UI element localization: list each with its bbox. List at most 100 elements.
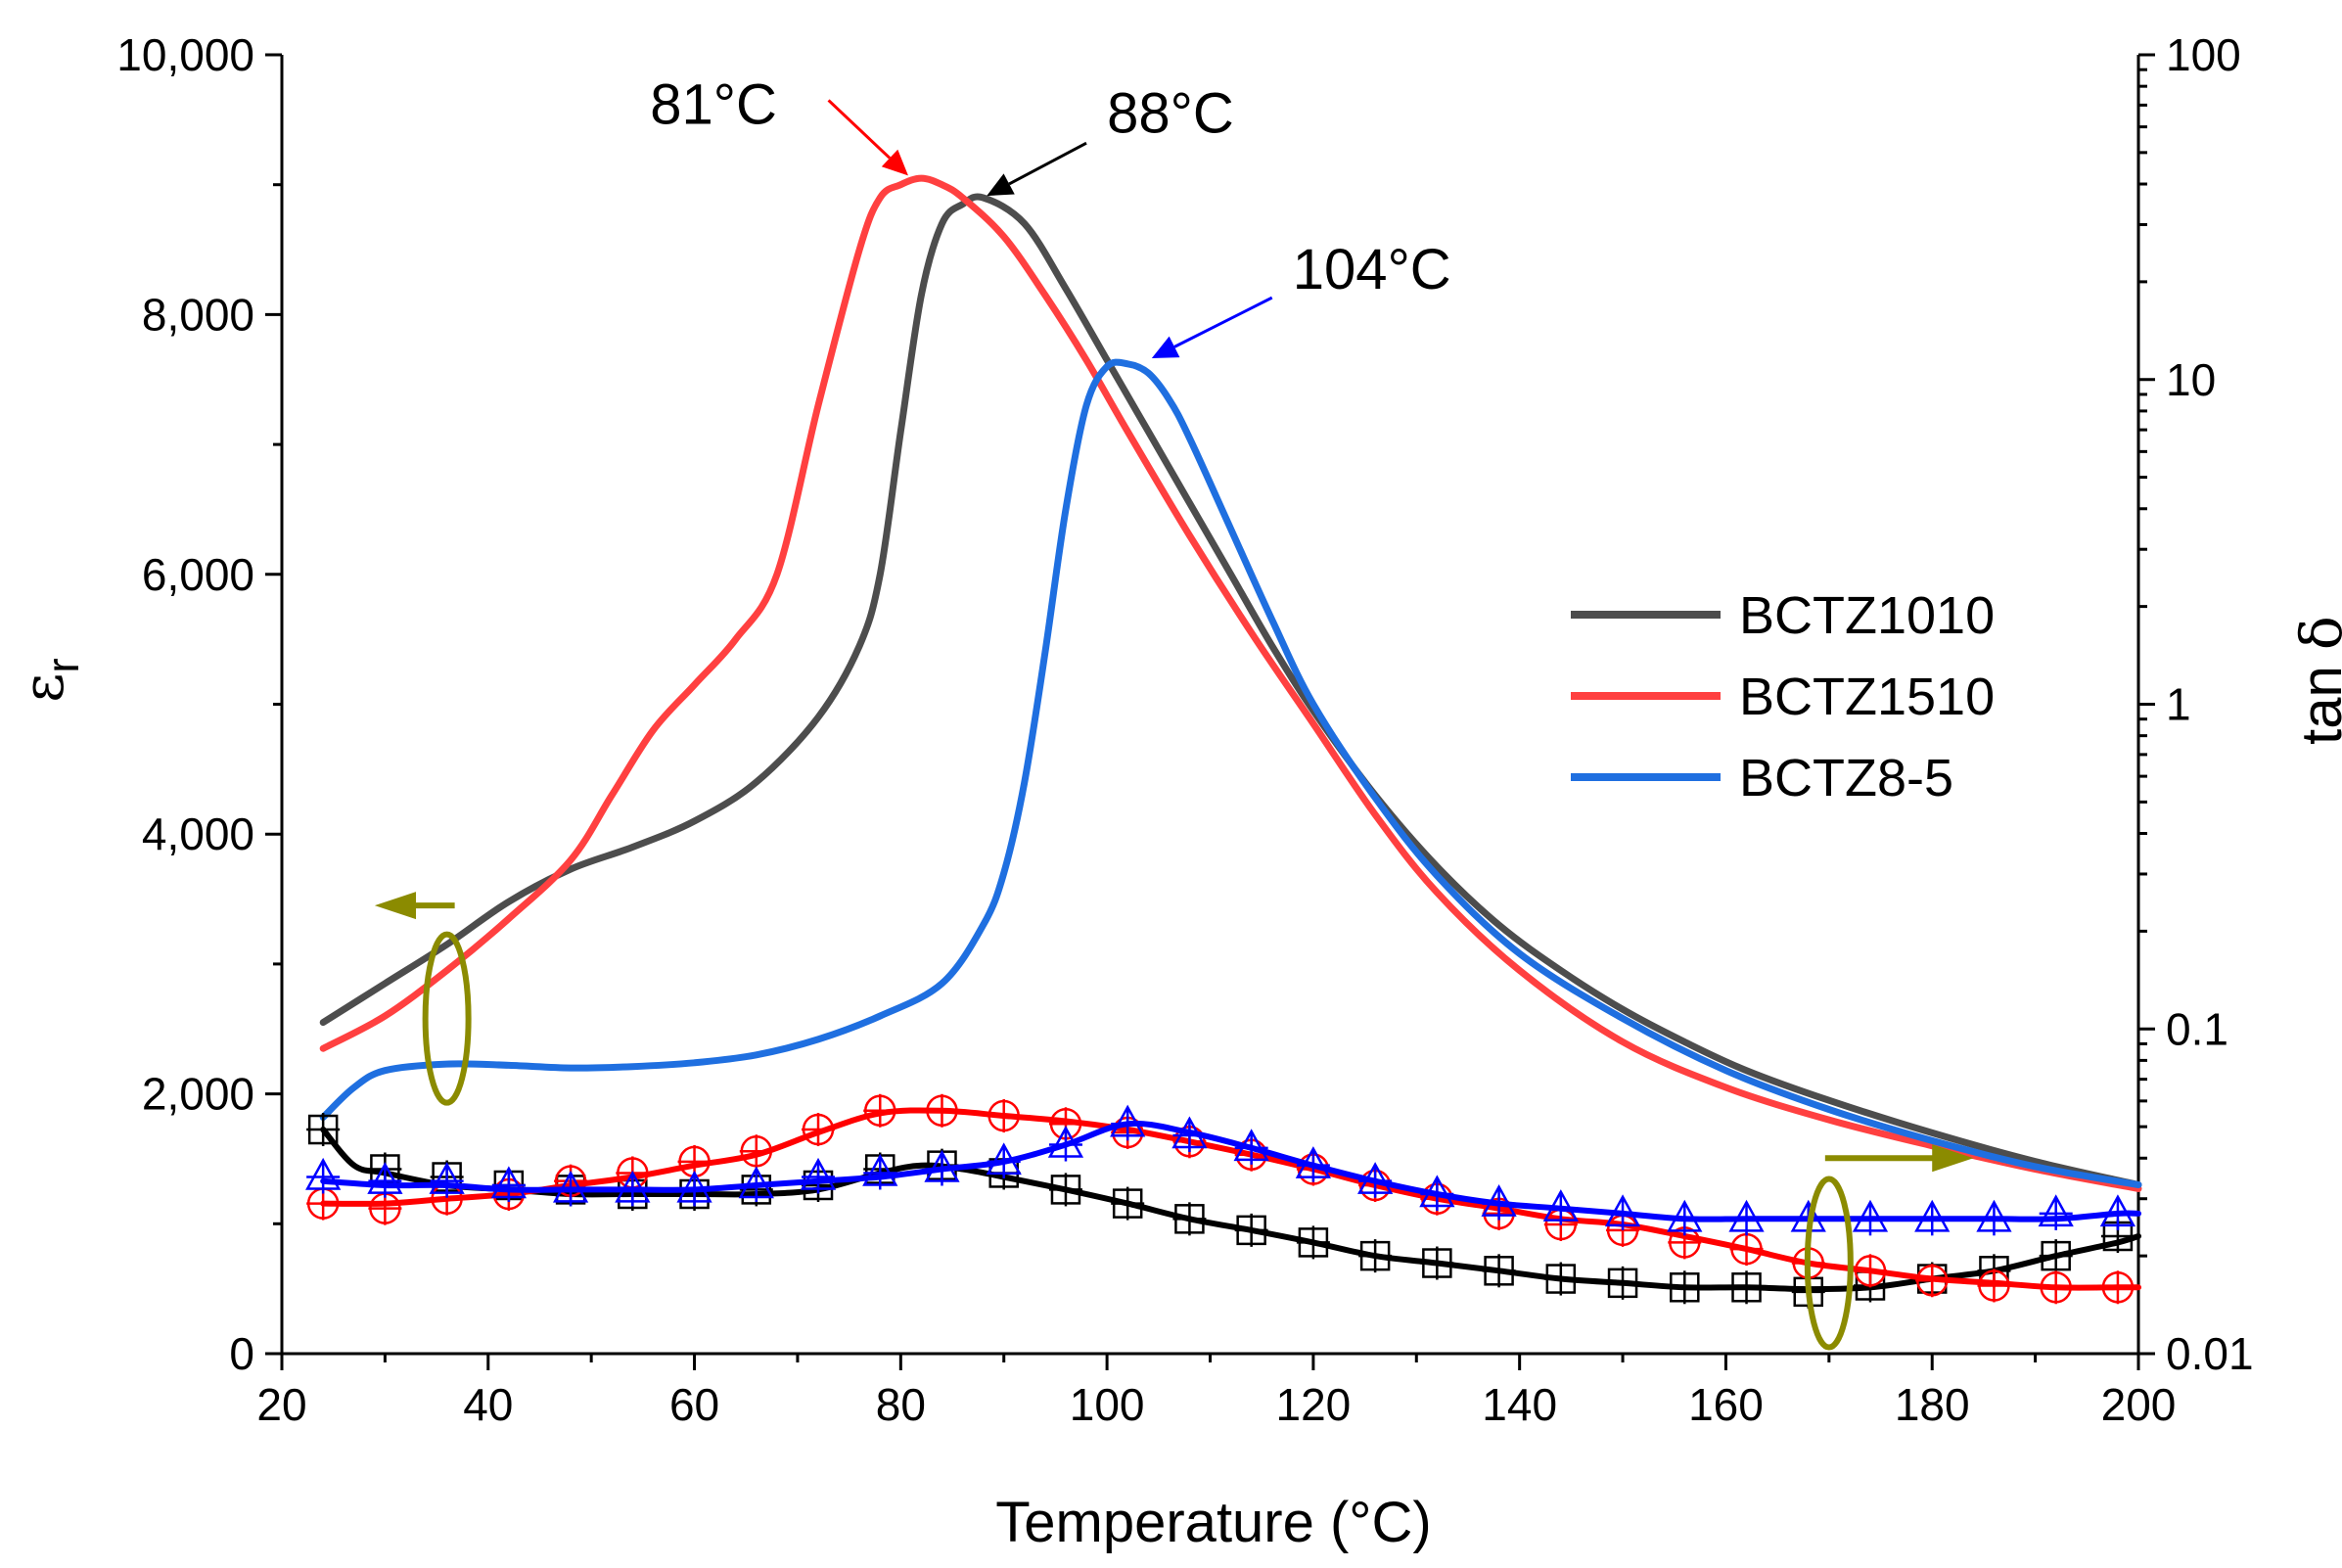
tan-delta-marker: [552, 1170, 589, 1207]
x-tick-label: 20: [256, 1379, 306, 1430]
permittivity-line-BCTZ1010: [319, 193, 2142, 1188]
x-tick-label: 200: [2101, 1379, 2177, 1430]
y-left-title-subscript: r: [37, 658, 88, 672]
tan-delta-marker: [802, 1113, 836, 1147]
legend: BCTZ1010 BCTZ1510 BCTZ8-5: [1571, 586, 1995, 807]
y-left-tick-label: 10,000: [116, 29, 254, 80]
legend-label: BCTZ1510: [1739, 668, 1995, 726]
right-axis-ellipse: [1804, 1176, 1854, 1351]
tan-delta-marker: [1171, 1116, 1208, 1153]
peak-arrow-head: [987, 173, 1015, 197]
tan-delta-marker: [1481, 1184, 1517, 1221]
tan-delta-marker: [1048, 1173, 1082, 1207]
tan-delta-marker: [1604, 1194, 1641, 1230]
axis-titles: Temperature (°C) εr tan δ: [10, 616, 2342, 1554]
y-right-tick-label: 0.1: [2166, 1003, 2228, 1054]
tan-delta-marker: [1234, 1213, 1268, 1247]
tan-delta-marker: [306, 1113, 341, 1147]
x-tick-label: 40: [463, 1379, 513, 1430]
tan-delta-marker: [367, 1162, 403, 1198]
tan-delta-marker: [1977, 1268, 2011, 1303]
tan-delta-marker: [2039, 1270, 2073, 1305]
tan-delta-marker: [862, 1153, 898, 1190]
right-axis-arrow-head: [1932, 1144, 1974, 1173]
y-left-tick-label: 8,000: [142, 289, 254, 340]
left-axis-ellipse: [422, 931, 472, 1106]
x-tick-label: 180: [1895, 1379, 1970, 1430]
tan-delta-marker: [2100, 1270, 2135, 1305]
tan-delta-marker: [1853, 1254, 1887, 1288]
y-left-tick-label: 6,000: [142, 549, 254, 600]
x-tick-label: 120: [1276, 1379, 1352, 1430]
tan-delta-marker: [2038, 1194, 2074, 1230]
axis-indicators: [374, 892, 1974, 1351]
tan-delta-marker: [305, 1157, 342, 1194]
tan-delta-marker: [1729, 1232, 1764, 1267]
x-axis-title: Temperature (°C): [995, 1491, 1431, 1554]
y-right-tick-label: 10: [2166, 354, 2216, 405]
tan-delta-marker: [1914, 1199, 1951, 1236]
tan-delta-marker: [1668, 1270, 1702, 1305]
tan-delta-marker: [1233, 1129, 1269, 1165]
y-left-axis-title: εr: [10, 658, 88, 702]
peak-arrow-line: [1173, 296, 1273, 348]
tan-delta-marker: [615, 1170, 651, 1207]
tan-delta-marker: [1296, 1225, 1330, 1260]
y-left-tick-label: 0: [229, 1328, 254, 1379]
tan-delta-marker: [1852, 1199, 1889, 1236]
tan-delta-marker: [987, 1099, 1021, 1133]
permittivity-line-BCTZ1510: [319, 174, 2142, 1192]
permittivity-line-BCTZ8-5: [319, 358, 2142, 1188]
y-right-tick-label: 100: [2166, 29, 2241, 80]
tan-delta-marker: [1482, 1254, 1516, 1288]
peak-arrow-line: [827, 99, 892, 160]
y-right-title-symbol: δ: [2288, 616, 2342, 650]
tan-delta-marker: [1728, 1199, 1765, 1236]
tan-delta-marker: [863, 1093, 897, 1128]
tan-delta-marker: [1419, 1175, 1455, 1211]
x-tick-label: 60: [669, 1379, 719, 1430]
peak-arrow-head: [881, 149, 908, 176]
y-right-tick-label: 1: [2166, 679, 2191, 730]
x-tick-label: 80: [876, 1379, 926, 1430]
tan-delta-marker: [1976, 1199, 2012, 1236]
axes: 20 40 60 80 100 120 140 160 180 200 0 2,000 4,000 6,0…: [116, 29, 2253, 1430]
peak-label: 88°C: [1107, 82, 1234, 146]
y-right-axis-title: tan δ: [2288, 616, 2342, 745]
peak-label: 81°C: [650, 72, 777, 136]
tan-delta-marker: [1543, 1262, 1578, 1296]
tan-delta-line-BCTZ1510: [320, 1107, 2141, 1291]
legend-label: BCTZ1010: [1739, 586, 1995, 645]
tan-delta-marker: [1295, 1146, 1332, 1182]
tan-delta-marker: [2099, 1194, 2136, 1230]
tan-delta-marker: [1047, 1125, 1084, 1162]
x-tick-label: 160: [1688, 1379, 1764, 1430]
tan-delta-marker: [1606, 1266, 1640, 1300]
tan-delta-marker: [1110, 1104, 1146, 1141]
peak-annotations: 81°C 88°C 104°C: [650, 72, 1451, 359]
tan-delta-marker: [738, 1166, 774, 1202]
tan-delta-marker: [1667, 1199, 1703, 1236]
peak-label: 104°C: [1293, 238, 1451, 301]
tan-delta-marker: [739, 1134, 773, 1169]
tan-delta-marker: [490, 1166, 527, 1202]
y-left-title-symbol: ε: [10, 673, 76, 703]
tan-delta-marker: [1357, 1162, 1394, 1198]
tan-delta-marker: [924, 1149, 960, 1186]
left-axis-arrow-head: [374, 892, 417, 920]
tan-delta-marker: [1358, 1239, 1393, 1273]
tan-delta-marker: [800, 1157, 837, 1194]
tan-delta-marker: [1420, 1246, 1454, 1280]
tan-delta-marker: [925, 1093, 959, 1128]
y-right-tick-label: 0.01: [2166, 1328, 2254, 1379]
tan-delta-marker: [676, 1170, 712, 1207]
tan-delta-marker: [429, 1162, 465, 1198]
tan-delta-marker: [1915, 1264, 1950, 1298]
tan-delta-marker: [2039, 1239, 2073, 1273]
tan-delta-marker: [1729, 1270, 1764, 1305]
x-tick-label: 100: [1070, 1379, 1145, 1430]
tan-delta-marker: [986, 1142, 1022, 1178]
y-left-tick-label: 4,000: [142, 808, 254, 859]
